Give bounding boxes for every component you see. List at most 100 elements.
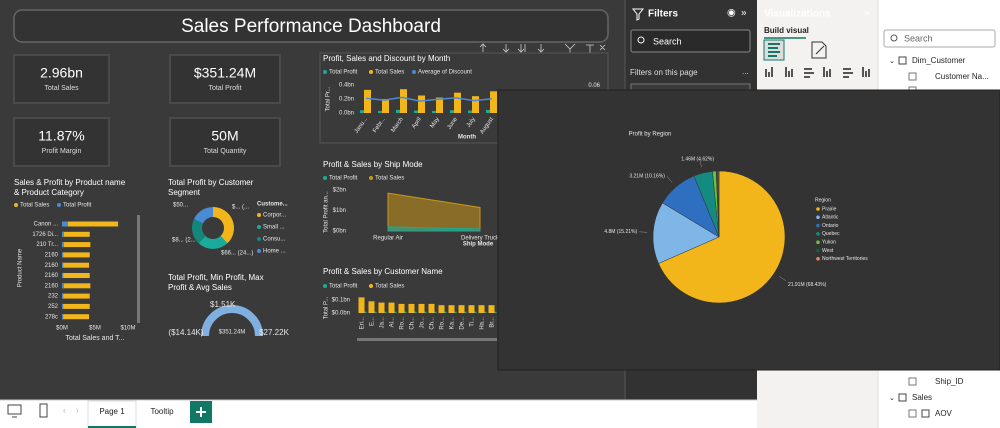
scrollbar xyxy=(357,338,497,341)
field-name[interactable]: AOV xyxy=(935,409,953,418)
legend-label: Total Sales xyxy=(375,70,404,76)
collapse-visualizations[interactable]: » xyxy=(864,8,870,19)
table-name[interactable]: Sales xyxy=(912,393,932,402)
x-axis-label: Month xyxy=(458,135,476,141)
legend-title: Region xyxy=(815,197,831,203)
bar xyxy=(450,110,454,113)
bar xyxy=(364,311,367,313)
legend-dot xyxy=(257,225,261,229)
expand-icon[interactable]: ⌄ xyxy=(889,395,895,402)
bar xyxy=(364,89,371,113)
legend-dot xyxy=(816,248,820,253)
legend-dot xyxy=(369,176,373,180)
bar xyxy=(472,96,479,113)
bar xyxy=(62,231,64,237)
page-tab[interactable] xyxy=(87,400,137,428)
page-tab-label[interactable]: Page 1 xyxy=(99,407,125,416)
next-page[interactable]: › xyxy=(76,406,79,415)
bar xyxy=(490,91,497,113)
legend-label: Atlantic xyxy=(822,215,839,221)
table-name[interactable]: Dim_Customer xyxy=(912,56,966,65)
x-tick-label: April xyxy=(411,117,423,130)
bar xyxy=(494,311,497,313)
gauge-track xyxy=(201,305,263,337)
scrollbar xyxy=(137,215,140,323)
legend-dot xyxy=(816,223,820,228)
x-tick-label: Al... xyxy=(390,317,396,328)
legend-dot xyxy=(816,215,820,220)
chart-title: & Product Category xyxy=(14,188,84,197)
kpi-label: Total Quantity xyxy=(204,148,247,155)
bar xyxy=(62,221,119,227)
x-tick-label: $0M xyxy=(56,326,68,332)
legend-label: Average of Discount xyxy=(418,70,472,76)
bar xyxy=(424,311,427,313)
chart-title: Segment xyxy=(168,188,201,197)
field-name[interactable]: Ship_ID xyxy=(935,377,964,386)
bar xyxy=(62,283,64,289)
data-label: 4.8M (15.21%) xyxy=(604,229,637,235)
page-tab-label[interactable]: Tooltip xyxy=(150,407,174,416)
y-tick-label: 210 Tr... xyxy=(36,242,58,248)
bar xyxy=(384,311,387,313)
data-label: $... (... xyxy=(232,205,249,211)
bar xyxy=(360,110,364,113)
data-search-box[interactable] xyxy=(883,29,996,48)
table-icon xyxy=(898,393,907,402)
dashboard-title: Sales Performance Dashboard xyxy=(181,16,441,37)
x-tick-label: Ha... xyxy=(480,317,486,330)
legend-label: Total Sales xyxy=(375,176,404,182)
legend-label: Yukon xyxy=(822,240,836,246)
eye-icon[interactable]: ◉ xyxy=(727,8,736,19)
field-checkbox[interactable] xyxy=(908,377,917,386)
kpi-card xyxy=(169,117,281,167)
filter-search-placeholder: Search xyxy=(653,36,682,46)
legend-dot xyxy=(816,257,820,261)
leader-line xyxy=(779,276,787,281)
bar xyxy=(62,262,90,268)
desktop-view-icon[interactable] xyxy=(7,404,22,418)
mobile-view-icon[interactable] xyxy=(39,403,48,418)
chart-title: Profit & Sales by Customer Name xyxy=(323,267,443,276)
field-checkbox[interactable] xyxy=(908,409,917,418)
x-tick-label: May xyxy=(430,117,441,130)
field-name[interactable]: Customer Na... xyxy=(935,72,989,81)
x-tick-label: Ro... xyxy=(400,317,406,330)
gauge-target: $27.22K xyxy=(259,328,289,337)
measure-icon xyxy=(921,409,930,418)
y-axis-label: Total P... xyxy=(324,296,330,319)
table-icon xyxy=(898,56,907,65)
y-tick-label: 0.2bn xyxy=(339,97,354,103)
filter-search-box[interactable] xyxy=(630,29,751,53)
x-tick-label: Regular Air xyxy=(373,236,403,242)
visual-type-icons[interactable] xyxy=(765,67,870,78)
build-visual-label: Build visual xyxy=(764,26,809,35)
y-tick-label: $2bn xyxy=(333,188,346,194)
donut-slice xyxy=(192,219,206,244)
y-tick-label: 232 xyxy=(48,294,59,300)
x-tick-label: E... xyxy=(370,317,376,326)
bar xyxy=(62,293,90,299)
bar xyxy=(382,99,389,113)
expand-icon[interactable]: ⌄ xyxy=(889,58,895,65)
format-visual-icon[interactable] xyxy=(811,41,827,59)
bar xyxy=(468,110,472,113)
collapse-filters[interactable]: » xyxy=(741,8,747,19)
bar xyxy=(388,302,395,313)
legend-dot xyxy=(816,240,820,244)
bar xyxy=(62,293,64,299)
y-tick-label: 278c xyxy=(45,314,58,320)
gauge-value: $351.24M xyxy=(219,330,246,336)
prev-page[interactable]: ‹ xyxy=(63,406,66,415)
bar xyxy=(378,110,382,113)
x-tick-label: July xyxy=(466,117,477,129)
legend-dot xyxy=(369,70,373,74)
bar xyxy=(414,110,418,113)
donut-slice xyxy=(198,236,228,249)
y2-tick-label: 0.06 xyxy=(588,83,600,89)
bar xyxy=(396,109,400,113)
field-checkbox[interactable] xyxy=(908,72,917,81)
legend-label: Northwest Territories xyxy=(822,256,868,262)
bar xyxy=(468,305,475,313)
filters-more[interactable]: ... xyxy=(742,67,749,76)
